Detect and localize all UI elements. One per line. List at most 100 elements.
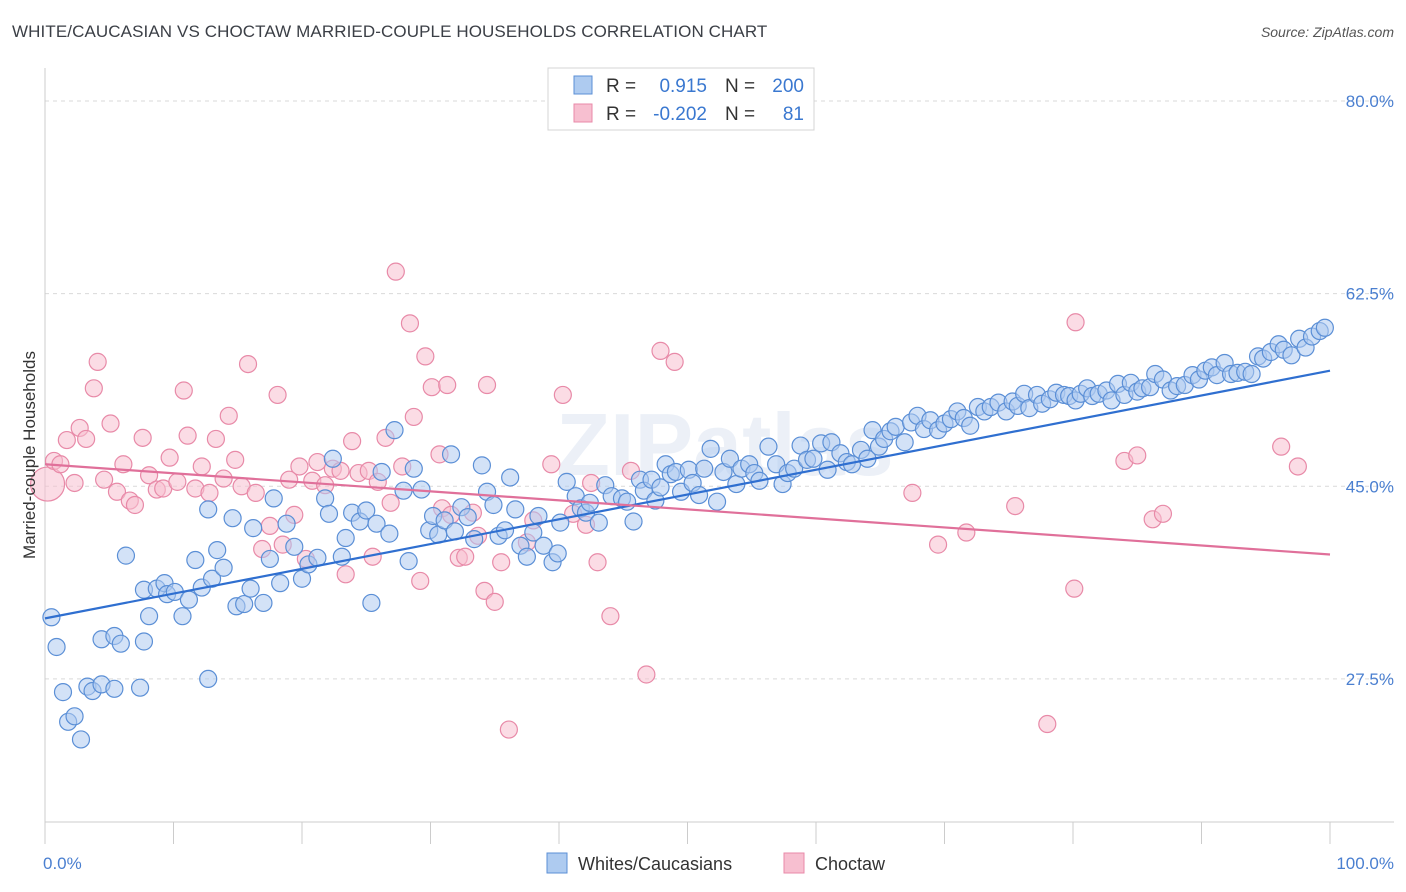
blue-point-101 (651, 478, 670, 497)
pink-point-57 (404, 407, 423, 427)
legend-r-label-2: R = (606, 104, 636, 125)
blue-point-22 (173, 607, 192, 626)
pink-point-89 (957, 523, 976, 542)
y-tick-label-1: 45.0% (1346, 477, 1394, 496)
pink-point-76 (542, 455, 561, 474)
y-tick-label-0: 27.5% (1346, 670, 1394, 689)
pink-point-14 (125, 495, 145, 515)
legend-n-label-2: N = (725, 104, 755, 125)
blue-point-2 (53, 683, 73, 702)
blue-point-13 (116, 546, 136, 565)
pink-point-87 (903, 483, 922, 502)
chart-title: WHITE/CAUCASIAN VS CHOCTAW MARRIED-COUPL… (12, 22, 768, 41)
axes (44, 68, 1394, 844)
bottom-legend-swatch-whites (546, 852, 568, 874)
blue-point-150 (961, 416, 980, 435)
pink-point-35 (268, 385, 287, 405)
pink-point-60 (422, 378, 441, 397)
legend-swatch-blue (573, 75, 593, 95)
pink-point-72 (492, 553, 511, 572)
pink-point-15 (133, 428, 152, 447)
blue-point-23 (179, 590, 199, 609)
blue-point-96 (624, 512, 643, 531)
blue-point-86 (557, 472, 576, 491)
pink-point-3 (57, 430, 76, 450)
blue-point-119 (759, 437, 778, 456)
blue-point-70 (465, 530, 484, 549)
blue-point-85 (551, 513, 570, 532)
blue-point-26 (199, 669, 218, 689)
blue-point-140 (895, 433, 914, 452)
x-tick-label-0: 0.0% (43, 854, 82, 873)
pink-point-4 (65, 473, 84, 493)
blue-point-36 (254, 593, 273, 613)
blue-point-110 (701, 439, 720, 458)
pink-point-84 (637, 665, 656, 684)
y-tick-label-3: 80.0% (1346, 92, 1394, 111)
blue-point-109 (695, 459, 714, 478)
pink-point-88 (928, 535, 948, 554)
blue-point-81 (529, 506, 548, 526)
y-tick-label-2: 62.5% (1346, 285, 1394, 304)
blue-point-55 (372, 462, 391, 482)
pink-point-95 (1128, 446, 1147, 465)
tick-labels: 27.5% 45.0% 62.5% 80.0% 0.0% 100.0% (43, 92, 1394, 873)
legend-n-label-1: N = (725, 76, 755, 97)
pink-point-7 (84, 379, 103, 398)
pink-point-99 (1288, 457, 1307, 476)
pink-point-9 (95, 470, 114, 489)
blue-point-139 (886, 417, 905, 436)
pink-point-59 (416, 347, 435, 366)
legend-swatch-pink (573, 103, 593, 123)
blue-point-69 (458, 507, 477, 527)
blue-point-79 (517, 547, 536, 566)
blue-point-73 (484, 495, 503, 515)
blue-trend-line (44, 369, 1331, 620)
source-credit: Source: ZipAtlas.com (1260, 24, 1394, 40)
pink-point-90 (1006, 496, 1025, 516)
pink-point-82 (601, 607, 620, 626)
blue-point-60 (404, 459, 423, 478)
pink-point-91 (1038, 714, 1057, 734)
pink-point-11 (107, 482, 127, 501)
pink-point-81 (588, 553, 607, 572)
blue-point-84 (548, 544, 567, 563)
pink-point-37 (280, 470, 299, 489)
blue-point-30 (214, 558, 233, 577)
trend-lines (44, 369, 1331, 620)
blue-point-1 (47, 637, 66, 657)
pink-point-27 (214, 469, 233, 488)
legend-n-value-2: 81 (783, 104, 804, 125)
blue-point-38 (264, 489, 283, 508)
pink-point-73 (499, 720, 518, 739)
pink-point-46 (336, 565, 355, 584)
pink-point-29 (226, 450, 245, 469)
blue-point-91 (589, 513, 608, 532)
pink-point-42 (308, 452, 327, 472)
blue-point-57 (385, 421, 404, 440)
pink-point-28 (219, 406, 238, 425)
blue-point-4 (65, 707, 84, 726)
pink-point-39 (290, 457, 309, 476)
pink-point-97 (1153, 504, 1173, 523)
blue-point-39 (271, 574, 290, 593)
blue-point-77 (506, 500, 525, 519)
blue-point-33 (235, 594, 254, 614)
series-legend: Whites/Caucasians Choctaw (546, 852, 886, 874)
blue-point-52 (357, 501, 376, 520)
pink-point-53 (381, 493, 400, 512)
pink-point-56 (400, 314, 420, 333)
pink-point-71 (485, 592, 504, 611)
bottom-legend-label-choctaw: Choctaw (815, 854, 886, 874)
pink-point-54 (386, 262, 405, 281)
blue-point-12 (111, 634, 130, 653)
blue-point-47 (323, 449, 342, 468)
blue-point-17 (139, 607, 159, 626)
pink-point-86 (665, 352, 684, 371)
blue-point-59 (399, 552, 418, 571)
blue-point-41 (285, 537, 304, 556)
legend-r-value-1: 0.915 (659, 76, 707, 97)
pink-point-20 (168, 472, 187, 491)
bottom-legend-swatch-choctaw (783, 852, 805, 874)
blue-point-126 (804, 449, 823, 468)
